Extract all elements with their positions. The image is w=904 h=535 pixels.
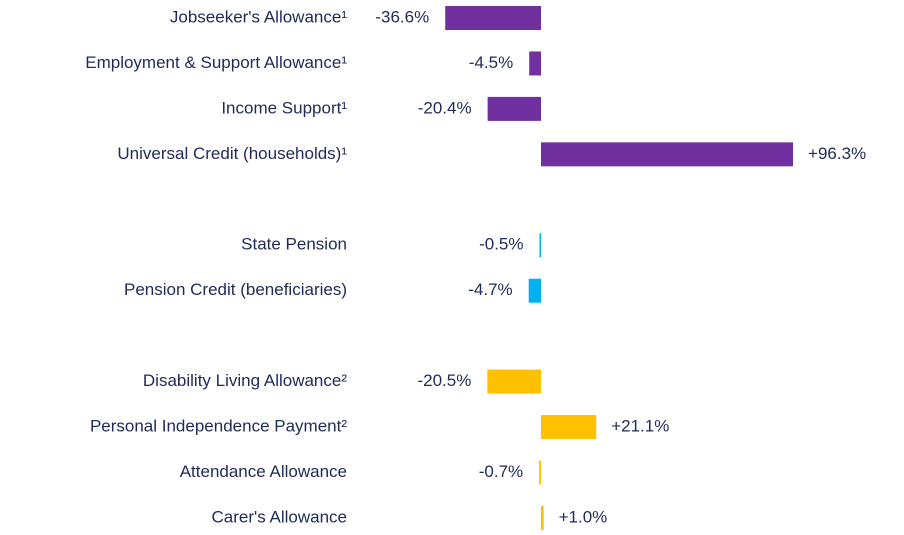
- category-label: Universal Credit (households)¹: [117, 144, 347, 163]
- bar: [539, 460, 541, 485]
- category-label: Carer's Allowance: [211, 507, 347, 526]
- category-label: Jobseeker's Allowance¹: [170, 7, 347, 26]
- value-label: +21.1%: [611, 417, 669, 436]
- category-label: Employment & Support Allowance¹: [85, 53, 347, 72]
- bar: [529, 51, 541, 76]
- bar: [541, 142, 794, 167]
- bar: [487, 96, 541, 121]
- bar: [541, 415, 597, 440]
- bar: [445, 6, 541, 30]
- category-label: Attendance Allowance: [180, 462, 347, 481]
- bar: [487, 369, 541, 394]
- value-label: -36.6%: [375, 7, 429, 26]
- value-label: +96.3%: [808, 144, 866, 163]
- value-label: -20.4%: [418, 98, 472, 117]
- category-label: State Pension: [241, 235, 347, 254]
- value-label: -20.5%: [417, 371, 471, 390]
- bar: [539, 233, 541, 258]
- value-label: +1.0%: [559, 507, 608, 526]
- value-label: -0.7%: [479, 462, 523, 481]
- category-label: Income Support¹: [221, 98, 347, 117]
- value-label: -0.5%: [479, 235, 523, 254]
- value-label: -4.5%: [469, 53, 513, 72]
- value-label: -4.7%: [468, 280, 512, 299]
- bar: [528, 278, 541, 303]
- category-label: Pension Credit (beneficiaries): [124, 280, 347, 299]
- bar: [541, 505, 544, 530]
- category-label: Personal Independence Payment²: [90, 417, 347, 436]
- category-label: Disability Living Allowance²: [143, 371, 347, 390]
